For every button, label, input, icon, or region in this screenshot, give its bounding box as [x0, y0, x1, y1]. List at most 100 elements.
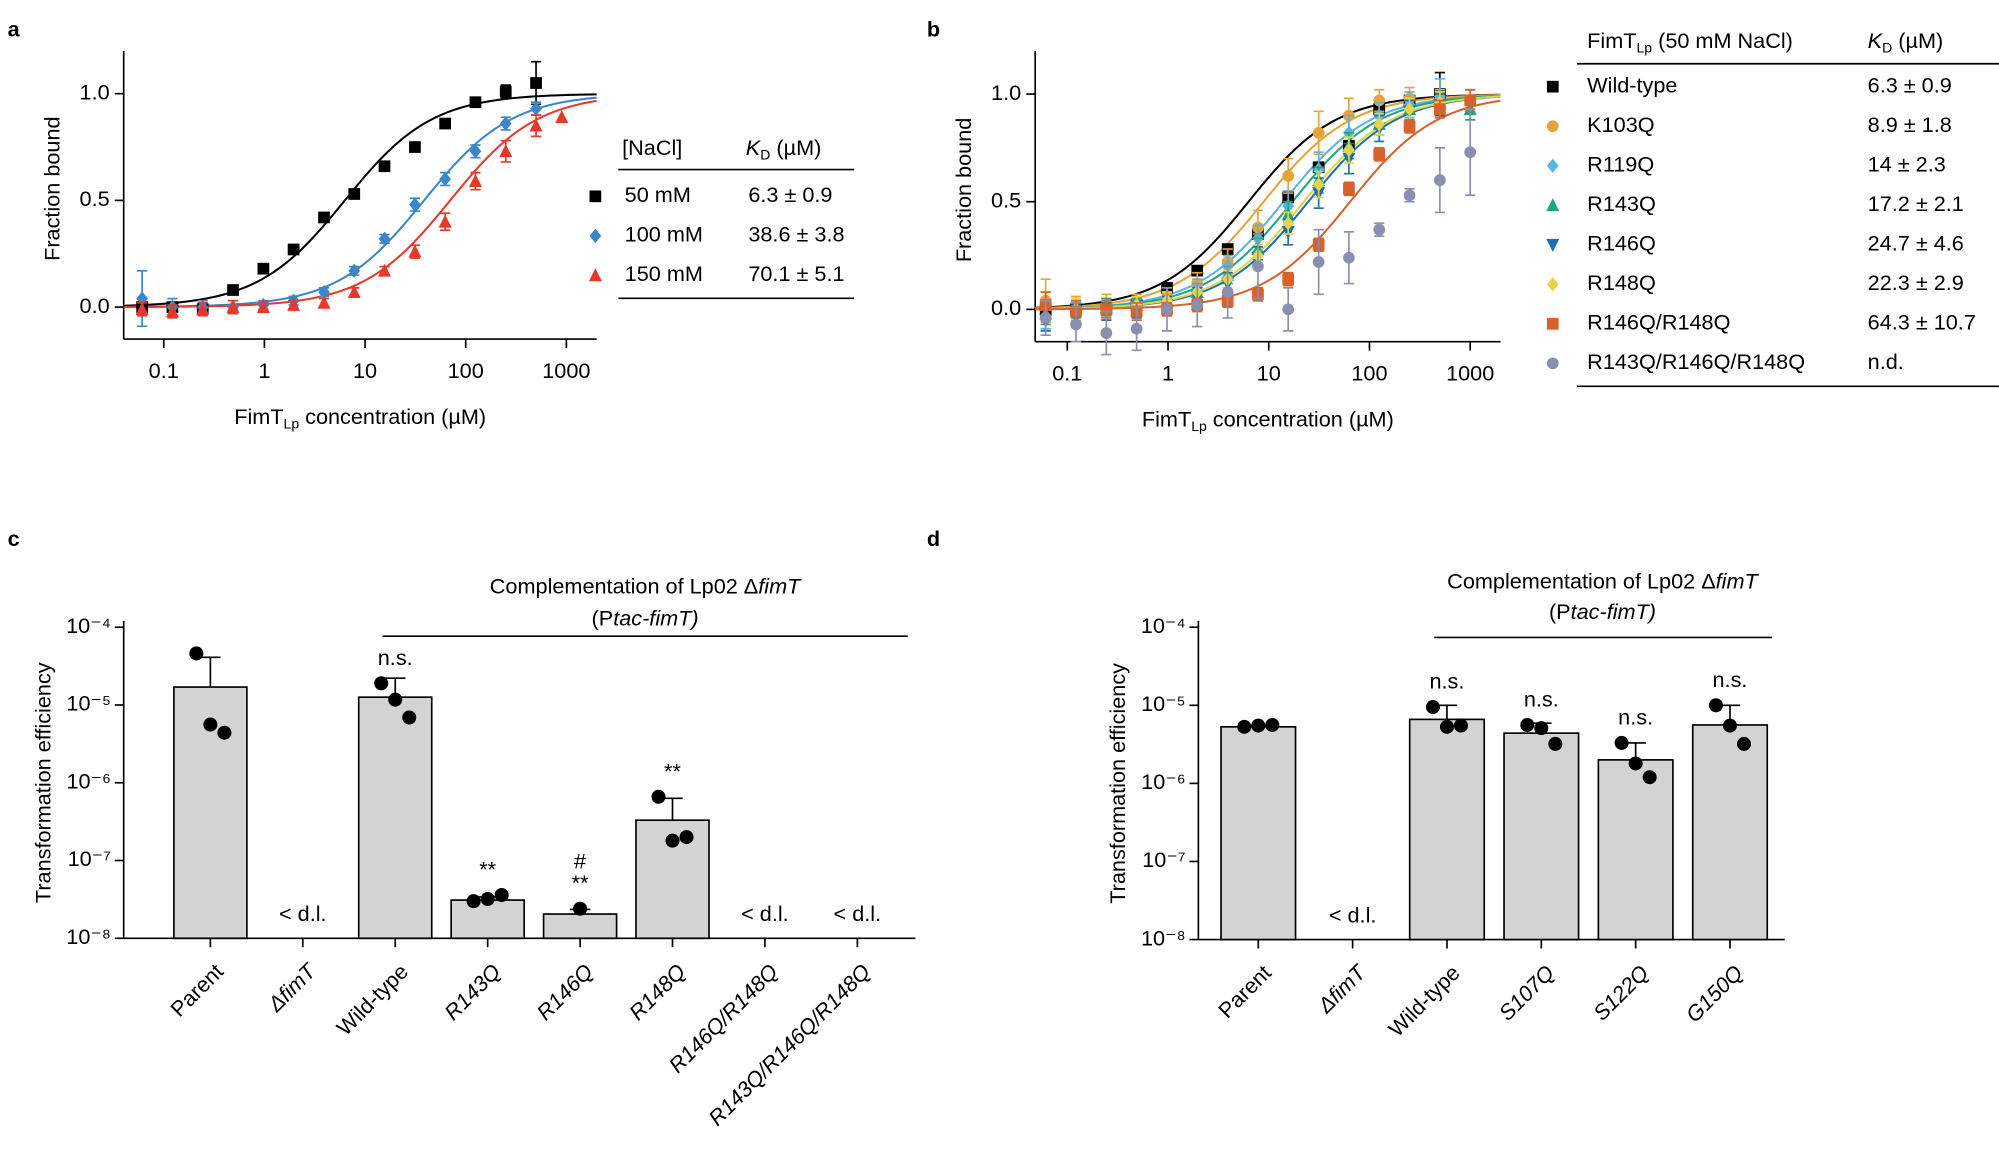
marker	[469, 144, 482, 159]
y-axis-label: Transformation efficiency	[30, 662, 55, 903]
bracket-label-part: tac-fimT)	[1571, 599, 1656, 624]
data-point	[1425, 700, 1440, 715]
marker	[1434, 174, 1446, 187]
marker	[378, 160, 391, 173]
marker	[136, 291, 148, 306]
table-header-sub: Lp	[1637, 39, 1653, 55]
data-point	[203, 717, 218, 732]
significance-label: **	[479, 857, 496, 882]
y-tick-label: 10⁻⁵	[1141, 691, 1186, 716]
panel-label: b	[927, 16, 940, 41]
marker	[256, 299, 270, 313]
legend-label: R119Q	[1587, 151, 1654, 176]
bracket-label: (Ptac-fimT)	[592, 605, 699, 630]
marker	[530, 101, 542, 116]
table-header-main: K	[1868, 28, 1884, 53]
marker	[226, 299, 240, 313]
bar	[1503, 732, 1580, 941]
y-tick-label: 10⁻⁵	[66, 691, 111, 716]
marker	[438, 214, 452, 228]
bracket-label-part: tac-fimT)	[613, 605, 698, 630]
significance-label: **	[572, 870, 589, 895]
marker	[348, 188, 361, 200]
value-label: < d.l.	[741, 901, 789, 926]
fit-curve	[1035, 95, 1501, 310]
data-point	[1722, 718, 1737, 733]
marker	[439, 171, 452, 187]
marker	[1373, 117, 1386, 132]
bracket-label-part: Complementation of Lp02 Δ	[1447, 568, 1715, 593]
data-point	[494, 888, 509, 903]
marker	[318, 211, 330, 224]
x-axis-label-rest: concentration (µM)	[299, 404, 486, 429]
marker	[1373, 148, 1386, 161]
marker	[1312, 126, 1325, 139]
marker	[1546, 158, 1559, 173]
y-tick-label: 10⁻⁴	[1141, 613, 1186, 638]
legend-label: 50 mM	[625, 182, 691, 207]
x-tick-label: G150Q	[1681, 960, 1748, 1027]
marker	[348, 263, 361, 278]
kd-label: 22.3 ± 2.9	[1868, 270, 1964, 295]
marker	[1546, 120, 1559, 133]
marker	[1191, 264, 1204, 277]
data-point	[1265, 717, 1280, 732]
data-point	[573, 901, 588, 916]
significance-label: n.s.	[1524, 686, 1559, 711]
table-header-rest: (µM)	[1892, 28, 1943, 53]
data-point	[388, 692, 403, 707]
marker	[227, 284, 239, 296]
data-point	[1251, 718, 1266, 733]
y-tick-label: 0.0	[80, 293, 110, 318]
marker	[1282, 170, 1295, 182]
y-axis-label: Transformation efficiency	[1105, 663, 1130, 904]
kd-label: 64.3 ± 10.7	[1868, 310, 1976, 335]
x-axis-label-rest: concentration (µM)	[1207, 406, 1394, 431]
x-tick-label: Parent	[165, 959, 228, 1022]
marker	[1403, 120, 1416, 133]
data-point	[1614, 735, 1629, 750]
marker	[1403, 189, 1416, 202]
significance-label: n.s.	[1713, 667, 1748, 692]
marker	[1546, 80, 1559, 93]
marker	[1546, 198, 1560, 212]
fit-curve	[1035, 93, 1501, 309]
fit-curve	[1035, 99, 1501, 311]
data-point	[1642, 770, 1657, 785]
marker	[468, 174, 482, 188]
bracket-label: Complementation of Lp02 ΔfimT	[490, 573, 802, 598]
marker	[1434, 103, 1446, 115]
data-point	[402, 710, 417, 725]
marker	[1464, 94, 1477, 107]
x-tick-label: 0.1	[1052, 361, 1082, 386]
significance-label: #	[574, 849, 586, 874]
marker	[1282, 303, 1295, 316]
x-tick-label: 10	[353, 358, 377, 383]
marker	[1343, 182, 1355, 195]
panel-label: d	[927, 526, 940, 551]
x-tick-label: 1	[1162, 361, 1174, 386]
x-tick-label: 100	[1351, 361, 1387, 386]
bracket-label-part: (P	[592, 605, 614, 630]
marker	[555, 110, 569, 124]
table-header-sub: D	[760, 146, 770, 162]
data-point	[1534, 721, 1549, 736]
x-tick-label: R143Q	[439, 959, 505, 1025]
data-point	[651, 789, 666, 804]
kd-label: 17.2 ± 2.1	[1868, 191, 1964, 216]
fit-curve	[1035, 95, 1501, 310]
x-tick-label: Wild-type	[1383, 960, 1465, 1042]
value-label: < d.l.	[1329, 902, 1377, 927]
kd-label: 8.9 ± 1.8	[1868, 112, 1952, 137]
marker	[408, 244, 422, 258]
marker	[1100, 327, 1113, 339]
x-tick-label: 0.1	[149, 358, 179, 383]
table-header: KD (µM)	[1868, 28, 1944, 55]
marker	[378, 231, 391, 246]
y-tick-label: 1.0	[991, 80, 1021, 105]
table-header-main: K	[746, 135, 762, 160]
significance-label: **	[664, 758, 681, 783]
marker	[257, 262, 270, 275]
